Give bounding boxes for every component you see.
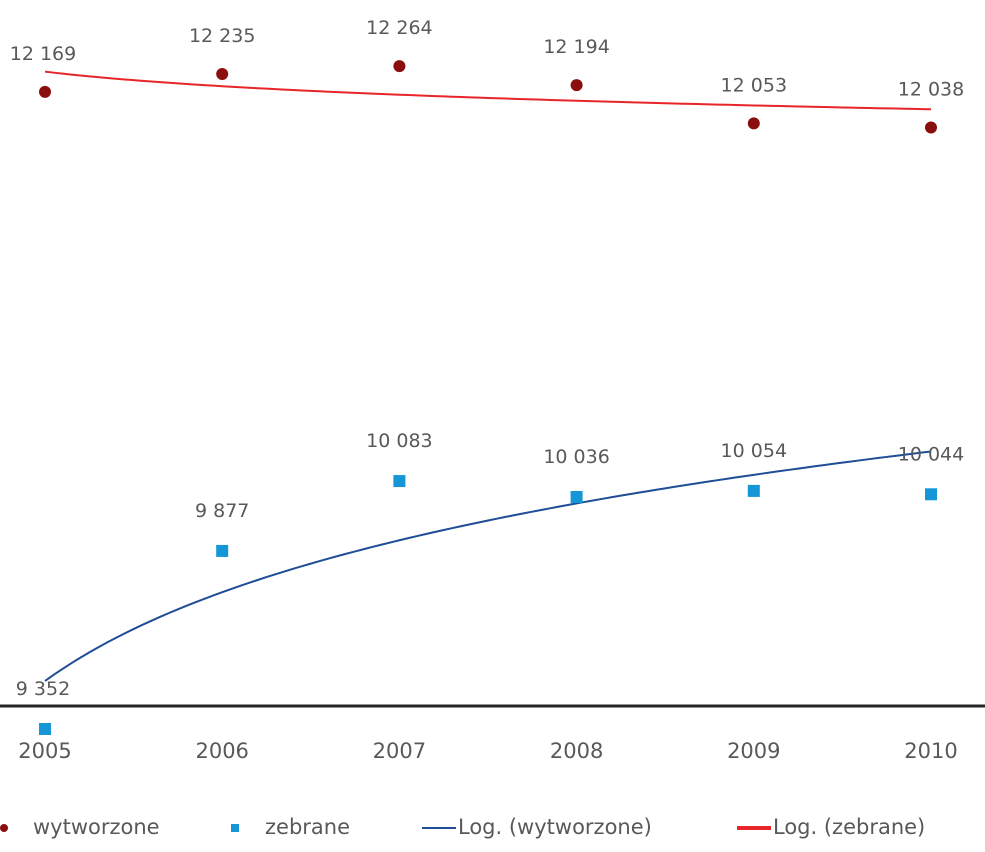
- data-point-zebrane: [570, 491, 583, 503]
- data-point-layer: [39, 60, 937, 735]
- legend-label-wytworzone: wytworzone: [33, 815, 160, 839]
- x-tick-labels: 2005 2006 2007 2008 2009 2010: [18, 739, 957, 763]
- data-label-wytworzone: 12 053: [721, 74, 787, 96]
- legend-label-zebrane: zebrane: [265, 815, 350, 839]
- trendline-wytworzone: [44, 70, 932, 111]
- data-point-wytworzone: [393, 60, 406, 73]
- legend-label-log-wytworzone: Log. (wytworzone): [458, 815, 652, 839]
- data-point-zebrane: [925, 488, 937, 501]
- data-label-zebrane: 9 352: [16, 678, 70, 700]
- data-point-zebrane: [39, 723, 51, 735]
- data-label-zebrane: 10 054: [721, 440, 787, 462]
- x-tick-label: 2005: [18, 739, 71, 763]
- data-label-wytworzone: 12 235: [189, 25, 255, 47]
- data-point-wytworzone: [747, 117, 760, 130]
- x-tick-label: 2009: [727, 739, 780, 763]
- x-tick-label: 2006: [195, 739, 248, 763]
- legend-label-log-zebrane: Log. (zebrane): [773, 815, 925, 839]
- legend-marker-wytworzone: [0, 824, 8, 832]
- data-point-zebrane: [747, 484, 760, 497]
- data-label-wytworzone: 12 194: [543, 36, 609, 58]
- data-point-wytworzone: [925, 121, 937, 134]
- data-point-wytworzone: [216, 68, 229, 80]
- data-label-layer: 12 169 12 235 12 264 12 194 12 053 12 038 9 35…: [10, 17, 964, 700]
- trendline-zebrane: [44, 450, 932, 682]
- legend-marker-zebrane: [231, 824, 239, 832]
- x-tick-label: 2008: [550, 739, 603, 763]
- trendline-layer: [44, 70, 932, 682]
- x-tick-label: 2007: [373, 739, 426, 763]
- data-point-wytworzone: [570, 79, 583, 92]
- data-label-zebrane: 10 036: [543, 446, 609, 468]
- data-label-wytworzone: 12 169: [10, 43, 76, 65]
- data-label-wytworzone: 12 038: [898, 78, 964, 100]
- data-label-zebrane: 10 083: [366, 430, 432, 452]
- legend: wytworzone zebrane Log. (wytworzone) Log. (…: [0, 815, 925, 839]
- data-point-wytworzone: [39, 85, 51, 98]
- data-label-wytworzone: 12 264: [366, 17, 432, 39]
- data-label-zebrane: 9 877: [195, 500, 249, 522]
- data-point-zebrane: [216, 544, 229, 557]
- x-tick-label: 2010: [904, 739, 957, 763]
- data-label-zebrane: 10 044: [898, 443, 964, 465]
- data-point-zebrane: [393, 475, 406, 488]
